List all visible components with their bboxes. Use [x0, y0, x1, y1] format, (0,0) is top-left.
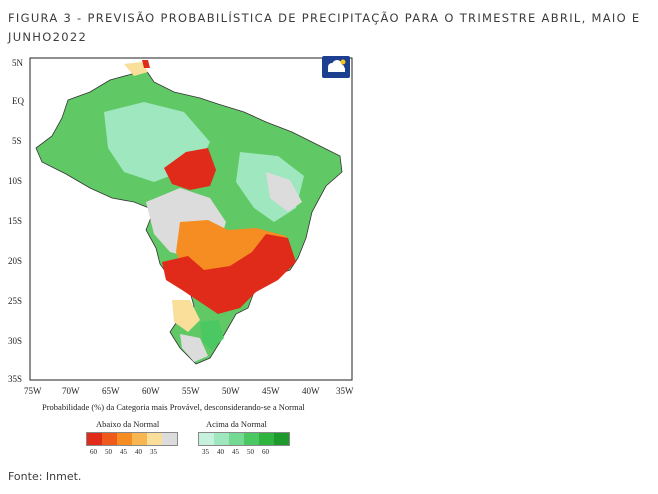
- legend-below-bar: [86, 432, 178, 446]
- legend-swatch: [199, 433, 214, 445]
- lon-label: 70W: [62, 386, 80, 396]
- probability-label: Probabilidade (%) da Categoria mais Prov…: [42, 402, 305, 412]
- lat-label: 15S: [8, 216, 22, 226]
- legend-above-title: Acima da Normal: [206, 419, 267, 429]
- lat-label: 5S: [12, 136, 22, 146]
- legend-swatch: [87, 433, 102, 445]
- legend-swatch: [117, 433, 132, 445]
- legend-tick: 50: [247, 448, 254, 456]
- forecast-map-figure: 5N EQ 5S 10S 15S 20S 25S 30S 35S 75W 70W…: [4, 52, 364, 460]
- lat-label: 10S: [8, 176, 22, 186]
- red-area-south: [162, 234, 296, 314]
- lon-label: 75W: [24, 386, 42, 396]
- legend-swatch: [274, 433, 289, 445]
- red-area-north: [164, 148, 216, 190]
- lat-label: EQ: [12, 96, 24, 106]
- legend-tick: 60: [262, 448, 269, 456]
- source-note: Fonte: Inmet.: [8, 470, 82, 483]
- yellow-area-small: [124, 62, 148, 76]
- legend-tick: 40: [135, 448, 142, 456]
- longitude-labels: 75W 70W 65W 60W 55W 50W 45W 40W 35W: [24, 386, 354, 396]
- gray-area-northeast: [266, 172, 302, 212]
- cloud-icon: [328, 59, 346, 72]
- legend-tick: 50: [105, 448, 112, 456]
- legend-tick: 60: [90, 448, 97, 456]
- red-area-tip: [142, 60, 150, 68]
- legend-swatch: [214, 433, 229, 445]
- legend-swatch: [229, 433, 244, 445]
- legend-tick: 45: [120, 448, 127, 456]
- legend-swatch-neutral: [162, 433, 177, 445]
- brazil-map: 5N EQ 5S 10S 15S 20S 25S 30S 35S 75W 70W…: [8, 57, 354, 396]
- legend-tick: 40: [217, 448, 224, 456]
- inmet-logo-icon: [322, 56, 350, 78]
- lat-label: 35S: [8, 374, 22, 384]
- lon-label: 50W: [222, 386, 240, 396]
- gray-area-south: [180, 334, 208, 362]
- lon-label: 65W: [102, 386, 120, 396]
- legend-below-ticks: 60 50 45 40 35: [86, 448, 161, 456]
- legend-tick: 35: [202, 448, 209, 456]
- legend-swatch: [147, 433, 162, 445]
- legend-swatch: [132, 433, 147, 445]
- caption-line-1: FIGURA 3 - PREVISÃO PROBABILÍSTICA DE PR…: [8, 11, 641, 25]
- legend-swatch: [244, 433, 259, 445]
- lon-label: 60W: [142, 386, 160, 396]
- lat-label: 5N: [12, 58, 24, 68]
- latitude-labels: 5N EQ 5S 10S 15S 20S 25S 30S 35S: [8, 58, 24, 384]
- legend-swatch: [102, 433, 117, 445]
- legend-above-ticks: 35 40 45 50 60: [198, 448, 273, 456]
- lon-label: 55W: [182, 386, 200, 396]
- legend-above-bar: [198, 432, 290, 446]
- lat-label: 25S: [8, 296, 22, 306]
- lon-label: 40W: [302, 386, 320, 396]
- caption-line-2: JUNHO2022: [8, 30, 88, 44]
- legend-tick: 45: [232, 448, 239, 456]
- lon-label: 45W: [262, 386, 280, 396]
- yellow-area: [172, 300, 200, 332]
- legend-swatch: [259, 433, 274, 445]
- lon-label: 35W: [336, 386, 354, 396]
- lat-label: 20S: [8, 256, 22, 266]
- lat-label: 30S: [8, 336, 22, 346]
- green-area-south: [200, 320, 224, 350]
- figure-caption: FIGURA 3 - PREVISÃO PROBABILÍSTICA DE PR…: [8, 9, 648, 47]
- legend-tick: 35: [150, 448, 157, 456]
- legend-below-title: Abaixo da Normal: [96, 419, 160, 429]
